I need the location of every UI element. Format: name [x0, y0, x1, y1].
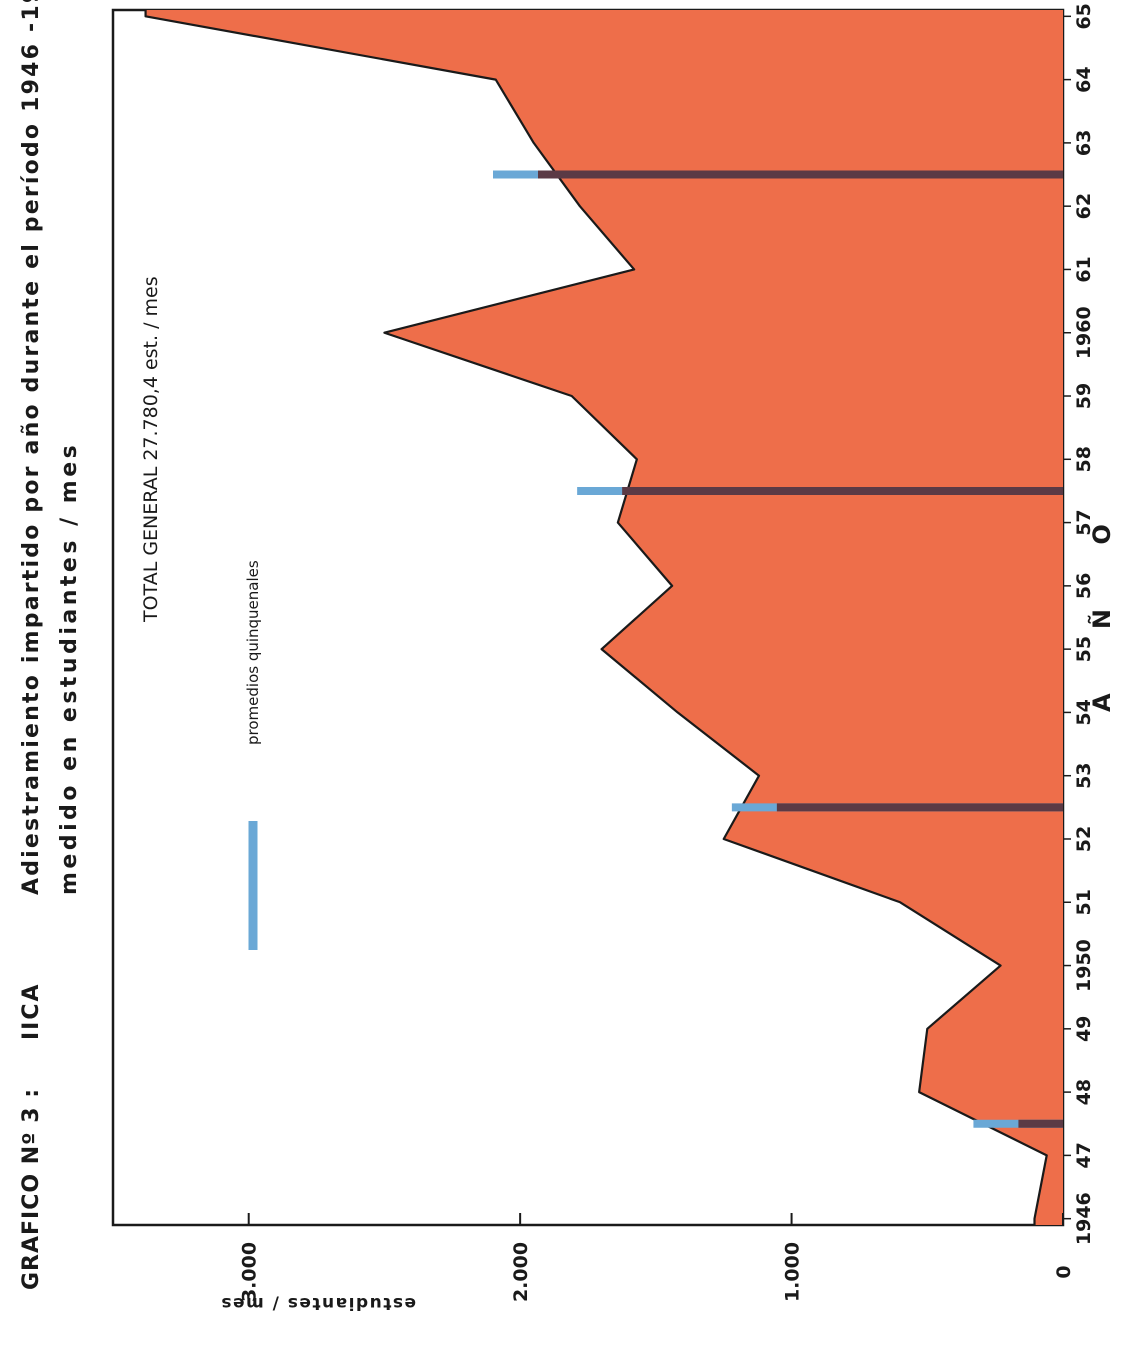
total-label: TOTAL GENERAL 27.780,4 est. / mes: [140, 276, 162, 623]
x-tick-label: 54: [1073, 699, 1095, 725]
x-tick-label: 49: [1073, 1016, 1095, 1042]
y-tick-label: 2.000: [510, 1242, 532, 1302]
x-tick-label: 64: [1073, 66, 1095, 92]
x-tick-label: 57: [1073, 509, 1095, 535]
y-tick-label: 3.000: [239, 1242, 261, 1302]
x-tick-label: 65: [1073, 3, 1095, 29]
x-tick-label: 1960: [1073, 306, 1095, 359]
x-tick-label: 63: [1073, 130, 1095, 156]
x-tick-label: 51: [1073, 889, 1095, 915]
x-tick-label: 52: [1073, 826, 1095, 852]
y-tick-label: 1.000: [782, 1242, 804, 1302]
x-tick-label: 53: [1073, 762, 1095, 788]
x-tick-label: 61: [1073, 256, 1095, 282]
x-tick-label: 48: [1073, 1079, 1095, 1105]
chart-title: Adiestramiento impartido por año durante…: [19, 0, 44, 895]
x-axis-label: A Ñ O: [1087, 496, 1116, 712]
chart-number: GRAFICO Nº 3 :: [19, 1088, 44, 1290]
area-series: [145, 10, 1064, 1225]
chart-subtitle: medido en estudiantes / mes: [57, 442, 82, 895]
legend-label: promedios quinquenales: [244, 560, 262, 745]
header: GRAFICO Nº 3 : IICA Adiestramiento impar…: [19, 0, 82, 1290]
averages-layer: [493, 170, 1063, 1128]
x-tick-label: 55: [1073, 636, 1095, 662]
y-axis-label: estudiantes / mes: [220, 1293, 416, 1313]
x-tick-label: 56: [1073, 573, 1095, 599]
x-tick-label: 47: [1073, 1142, 1095, 1168]
x-tick-label: 62: [1073, 193, 1095, 219]
organization: IICA: [19, 982, 44, 1040]
x-tick-label: 1946: [1073, 1192, 1095, 1245]
x-tick-labels: 1946 47 48 49 1950 51 52 53 54 55 56 57 58 59 1960 61 62…: [1063, 3, 1095, 1245]
y-tick-label: 0: [1053, 1265, 1075, 1278]
x-tick-label: 59: [1073, 383, 1095, 409]
x-tick-label: 58: [1073, 446, 1095, 472]
y-tick-labels: 0 1.000 2.000 3.000: [239, 1213, 1075, 1302]
x-tick-label: 1950: [1073, 939, 1095, 992]
